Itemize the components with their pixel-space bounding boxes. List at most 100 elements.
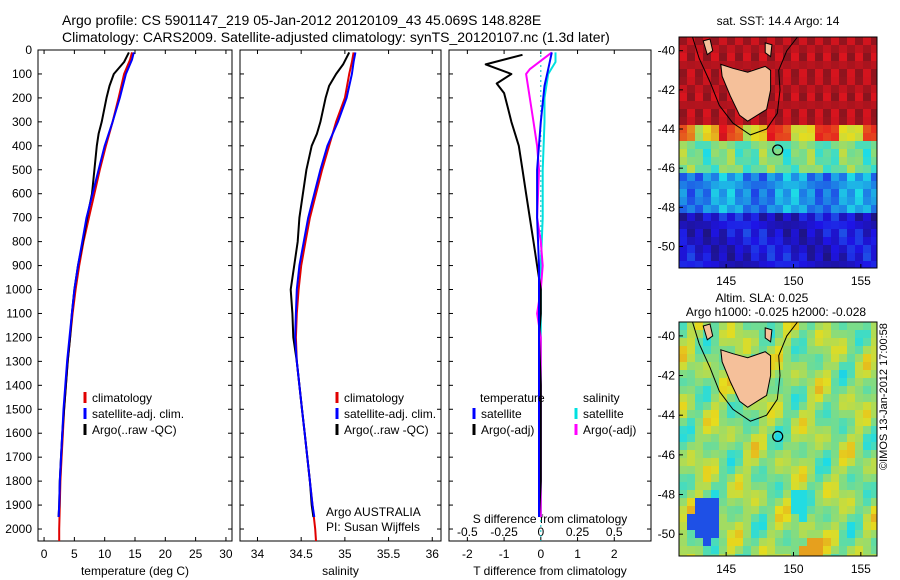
y-tick-label: 300 bbox=[12, 115, 32, 129]
y-tick-label: 1400 bbox=[5, 378, 32, 392]
y-tick-label: 700 bbox=[12, 211, 32, 225]
map-lat-label: -42 bbox=[658, 83, 676, 97]
x-tick-label: 0 bbox=[41, 547, 48, 561]
series-line-satellite-adj-clim- bbox=[57, 52, 135, 518]
y-tick-label: 1000 bbox=[5, 283, 32, 297]
legend-diff-sal-satellite: satellite bbox=[583, 407, 624, 421]
y-tick-label: 0 bbox=[25, 43, 32, 57]
legend-sal-climatology: climatology bbox=[344, 391, 404, 405]
tasmania-landmass bbox=[720, 349, 772, 408]
x-axis-label: T difference from climatology bbox=[473, 564, 627, 578]
king-island bbox=[702, 323, 714, 341]
king-island bbox=[702, 38, 714, 56]
map-lon-label: 145 bbox=[716, 562, 736, 576]
s-tick-label: 0.25 bbox=[566, 525, 590, 539]
argo-float-marker bbox=[772, 144, 784, 156]
x-axis-label: salinity bbox=[322, 564, 359, 578]
map-lat-label: -48 bbox=[658, 200, 676, 214]
map-frame bbox=[678, 321, 878, 557]
s-tick-label: -0.25 bbox=[490, 525, 518, 539]
x-axis-label: temperature (deg C) bbox=[81, 564, 189, 578]
sla-map bbox=[678, 321, 878, 557]
y-tick-label: 1100 bbox=[6, 306, 32, 320]
flinders-island bbox=[764, 42, 773, 58]
x-tick-label: -2 bbox=[462, 547, 473, 561]
legend-temp-climatology: climatology bbox=[92, 391, 152, 405]
tasmania-landmass bbox=[720, 63, 772, 122]
argo-australia-label: Argo AUSTRALIA bbox=[326, 505, 421, 519]
sla-map-title: Altim. SLA: 0.025 bbox=[716, 291, 809, 305]
x-tick-label: 34.5 bbox=[289, 547, 313, 561]
map-lat-label: -46 bbox=[658, 161, 676, 175]
x-tick-label: 1 bbox=[574, 547, 581, 561]
y-tick-label: 100 bbox=[12, 67, 32, 81]
series-line-temperature-satellite bbox=[536, 52, 553, 517]
x-tick-label: 35.5 bbox=[377, 547, 401, 561]
legend-diff-salinity-title: salinity bbox=[583, 391, 620, 405]
series-line-satellite-adj-clim- bbox=[294, 52, 357, 518]
y-tick-label: 1600 bbox=[5, 426, 32, 440]
y-tick-label: 800 bbox=[12, 235, 32, 249]
legend-diff-temp-satellite: satellite bbox=[481, 407, 522, 421]
y-tick-label: 400 bbox=[12, 139, 32, 153]
map-lon-label: 155 bbox=[851, 274, 871, 288]
y-tick-label: 200 bbox=[12, 91, 32, 105]
s-tick-label: -0.5 bbox=[457, 525, 478, 539]
sst-map bbox=[678, 36, 878, 269]
y-tick-label: 1300 bbox=[5, 354, 32, 368]
legend-diff-sal-argo: Argo(-adj) bbox=[583, 423, 636, 437]
y-tick-label: 1200 bbox=[5, 330, 32, 344]
legend-diff-temp-argo: Argo(-adj) bbox=[481, 423, 534, 437]
plot-frame-diff bbox=[448, 49, 652, 542]
header-line-1: Argo profile: CS 5901147_219 05-Jan-2012… bbox=[62, 12, 542, 28]
shelf-contour bbox=[692, 321, 798, 422]
s-axis-label: S difference from climatology bbox=[473, 512, 628, 526]
y-tick-label: 1700 bbox=[5, 450, 32, 464]
x-tick-label: 30 bbox=[219, 547, 233, 561]
y-tick-label: 600 bbox=[12, 187, 32, 201]
y-tick-label: 900 bbox=[12, 259, 32, 273]
x-tick-label: 36 bbox=[426, 547, 440, 561]
map-lon-label: 150 bbox=[783, 274, 803, 288]
series-line-temperature-argo-adj- bbox=[484, 53, 542, 518]
x-tick-label: 2 bbox=[611, 547, 618, 561]
flinders-island bbox=[764, 327, 773, 343]
x-tick-label: -1 bbox=[499, 547, 510, 561]
plot-frame-sal bbox=[239, 49, 442, 542]
map-frame bbox=[678, 36, 878, 269]
x-tick-label: 20 bbox=[159, 547, 173, 561]
map-lat-label: -44 bbox=[658, 408, 676, 422]
sla-map-subtitle: Argo h1000: -0.025 h2000: -0.028 bbox=[686, 305, 866, 319]
map-lat-label: -42 bbox=[658, 369, 676, 383]
map-lat-label: -50 bbox=[658, 527, 676, 541]
x-tick-label: 25 bbox=[189, 547, 203, 561]
map-lat-label: -40 bbox=[658, 44, 676, 58]
sst-map-title: sat. SST: 14.4 Argo: 14 bbox=[717, 14, 840, 28]
x-tick-label: 5 bbox=[71, 547, 78, 561]
map-lat-label: -46 bbox=[658, 448, 676, 462]
legend-sal-argo: Argo(..raw -QC) bbox=[344, 423, 429, 437]
map-lon-label: 155 bbox=[851, 562, 871, 576]
map-lat-label: -48 bbox=[658, 488, 676, 502]
legend-sal-satellite: satellite-adj. clim. bbox=[344, 407, 436, 421]
y-tick-label: 1500 bbox=[5, 402, 32, 416]
s-tick-label: 0.5 bbox=[606, 525, 623, 539]
legend-diff-temperature-title: temperature bbox=[480, 391, 545, 405]
header-line-2: Climatology: CARS2009. Satellite-adjuste… bbox=[62, 29, 610, 45]
map-lat-label: -40 bbox=[658, 329, 676, 343]
map-lat-label: -44 bbox=[658, 122, 676, 136]
argo-float-marker bbox=[772, 430, 784, 443]
x-tick-label: 0 bbox=[537, 547, 544, 561]
map-lon-label: 145 bbox=[716, 274, 736, 288]
x-tick-label: 10 bbox=[98, 547, 112, 561]
map-lon-label: 150 bbox=[783, 562, 803, 576]
x-tick-label: 34 bbox=[251, 547, 265, 561]
y-tick-label: 2000 bbox=[5, 522, 32, 536]
plot-frame-temp bbox=[37, 49, 233, 542]
y-tick-label: 500 bbox=[12, 163, 32, 177]
legend-temp-satellite: satellite-adj. clim. bbox=[92, 407, 184, 421]
y-tick-label: 1800 bbox=[5, 474, 32, 488]
legend-temp-argo: Argo(..raw -QC) bbox=[92, 423, 177, 437]
shelf-contour bbox=[692, 36, 798, 136]
